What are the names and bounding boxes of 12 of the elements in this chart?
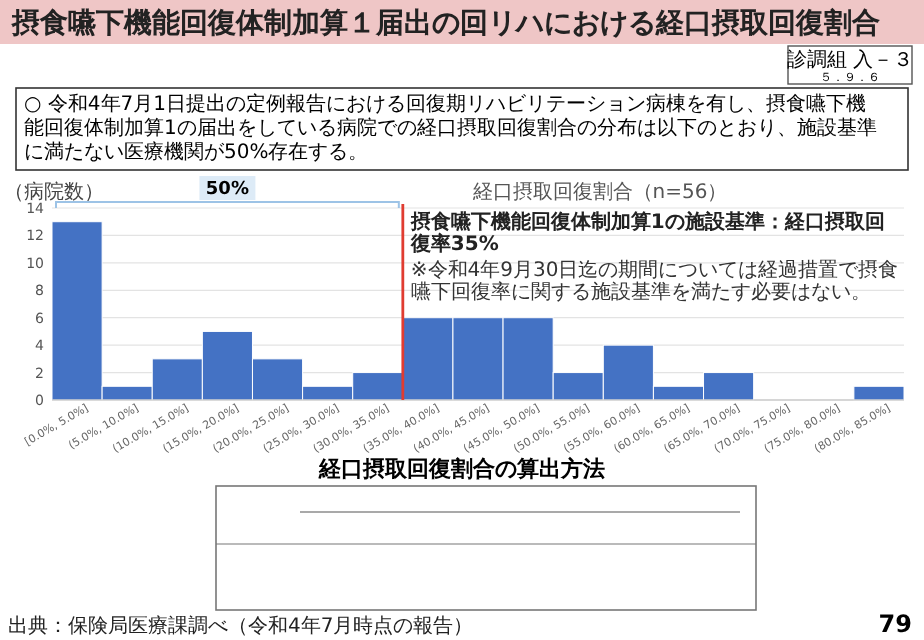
text: 経口摂取回復割合の算出方法 — [317, 456, 605, 482]
text: 50% — [205, 180, 249, 200]
text: ○ 令和4年7月1日提出の定例報告における回復期リハビリテーション病棟を有し、摂食嚥下機能回復体制加算1の届出をしている病院での経口摂取回復割合の分布は以下のとおり、施設基準に満たない医療機関が50%存在する。 — [24, 92, 877, 164]
bar — [853, 385, 905, 401]
annotation: ※令和4年9月30日迄の期間については経過措置で摂食嚥下回復率に関する施設基準を満たす必要はない。 — [410, 258, 899, 304]
chart-title: 摂食嚥下機能回復体制加算１届出の回リハにおける経口摂取回復割合 — [10, 6, 880, 40]
text: 診調組 入－３ — [786, 48, 914, 72]
chart-subtitle: 経口摂取回復割合（n=56） — [470, 180, 728, 204]
text: 79 — [878, 610, 912, 638]
y-axis-title: （病院数） — [4, 180, 104, 204]
source-note: 出典：保険局医療課調べ（令和4年7月時点の報告） — [8, 614, 474, 638]
ref-line-label: 摂食嚥下機能回復体制加算1の施設基準：経口摂取回復率35% — [408, 210, 885, 256]
